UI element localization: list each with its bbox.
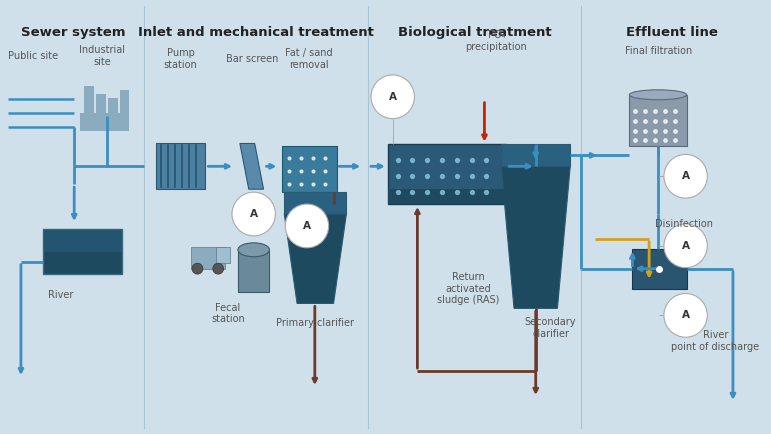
Text: Final filtration: Final filtration [625,46,692,56]
Text: Fat / sand
removal: Fat / sand removal [285,48,333,70]
Polygon shape [240,144,264,189]
Circle shape [285,204,328,248]
Bar [388,189,506,204]
Circle shape [232,192,275,236]
Text: Biological treatment: Biological treatment [398,26,551,39]
Circle shape [664,224,707,268]
Bar [629,95,687,146]
Circle shape [192,263,203,274]
Circle shape [664,155,707,198]
Text: Disinfection: Disinfection [655,219,712,229]
Circle shape [664,293,707,337]
Bar [238,250,269,292]
Text: A: A [682,241,689,251]
Bar [632,249,687,289]
Text: Industrial
site: Industrial site [79,45,125,67]
Text: River: River [48,290,73,300]
Circle shape [213,263,224,274]
Text: Secondary
clarifier: Secondary clarifier [525,318,576,339]
Text: Sewer system: Sewer system [22,26,126,39]
Polygon shape [501,166,571,309]
Bar [216,247,230,263]
Bar [284,192,346,214]
Text: PO₄
precipitation: PO₄ precipitation [466,30,527,52]
Text: Primary clarifier: Primary clarifier [276,318,354,328]
Bar [96,94,106,115]
Text: A: A [389,92,397,102]
Circle shape [371,75,415,118]
Polygon shape [284,214,346,303]
Bar [388,145,506,204]
Text: Public site: Public site [8,51,58,61]
Text: Pump
station: Pump station [163,48,197,70]
Ellipse shape [238,243,269,257]
Text: Fecal
station: Fecal station [211,302,245,324]
Text: A: A [682,310,689,320]
Bar [42,229,122,252]
Bar [80,113,130,131]
Bar [156,144,205,189]
Text: A: A [682,171,689,181]
Bar [501,145,571,166]
Text: River
point of discharge: River point of discharge [671,330,759,352]
Bar [120,90,130,115]
Text: A: A [303,221,311,231]
Text: Effluent line: Effluent line [626,26,719,39]
Bar [42,229,122,273]
Text: Inlet and mechanical treatment: Inlet and mechanical treatment [138,26,374,39]
Bar [84,86,94,115]
Text: Return
activated
sludge (RAS): Return activated sludge (RAS) [437,272,500,305]
Bar [190,247,225,269]
Text: A: A [250,209,258,219]
Bar [108,98,118,115]
Text: Bar screen: Bar screen [226,54,278,64]
Bar [282,146,336,192]
Ellipse shape [629,90,687,100]
